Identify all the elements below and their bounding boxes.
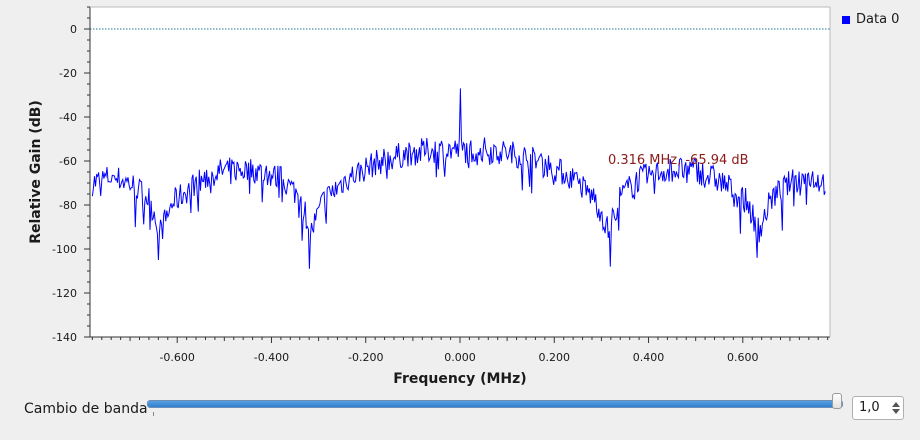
spin-down-arrow-icon[interactable] [892, 409, 900, 414]
x-tick-label: 0.000 [444, 351, 476, 364]
legend-swatch-data-0 [842, 15, 850, 24]
legend: Data 0 [842, 12, 899, 27]
slider-handle[interactable] [832, 393, 842, 409]
y-tick-label: -60 [59, 155, 77, 168]
y-tick-label: -20 [59, 67, 77, 80]
y-tick-label: -120 [52, 287, 77, 300]
x-tick-label: -0.600 [159, 351, 194, 364]
spinbox-value: 1,0 [859, 400, 880, 415]
x-tick-label: -0.400 [254, 351, 289, 364]
marker-annotation: 0.316 MHz, -65.94 dB [608, 153, 749, 168]
band-slider[interactable] [147, 400, 843, 408]
band-control-row: Cambio de banda 1,0 [0, 393, 920, 426]
y-tick-label: -80 [59, 199, 77, 212]
y-tick-label: 0 [70, 23, 77, 36]
slider-fill [148, 401, 842, 407]
x-tick-label: 0.600 [727, 351, 759, 364]
y-tick-label: -100 [52, 243, 77, 256]
spectrum-plot: 0 -20 -40 -60 -80 -100 -120 -140 -0.600 -0.400 -0.… [28, 6, 831, 387]
spin-up-arrow-icon[interactable] [892, 402, 900, 407]
y-tick-label: -140 [52, 331, 77, 344]
x-axis-label: Frequency (MHz) [393, 371, 526, 387]
band-spinbox[interactable]: 1,0 [852, 396, 904, 420]
slider-label: Cambio de banda [24, 401, 148, 417]
plot-area [90, 7, 830, 337]
slider-tick [153, 412, 154, 416]
series-line-data-0 [91, 88, 826, 269]
legend-label-data-0: Data 0 [856, 12, 900, 27]
x-tick-label: -0.200 [348, 351, 383, 364]
y-axis-label: Relative Gain (dB) [28, 100, 44, 244]
x-tick-label: 0.200 [539, 351, 571, 364]
x-tick-label: 0.400 [633, 351, 665, 364]
y-tick-label: -40 [59, 111, 77, 124]
